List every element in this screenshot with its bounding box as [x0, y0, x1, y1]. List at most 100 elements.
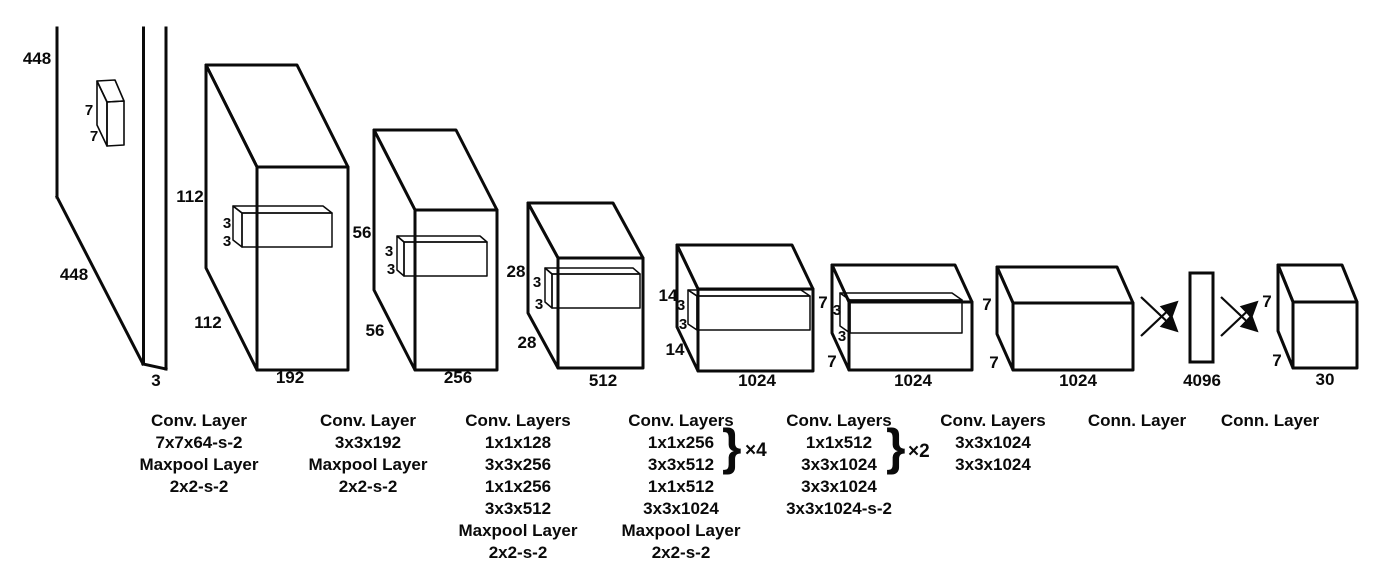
block2-front-face — [413, 208, 499, 372]
output-tensor — [1276, 263, 1359, 370]
caption-line: 3x3x1024 — [801, 477, 877, 496]
fc2-cross-arrow-down — [1220, 296, 1259, 333]
caption-conn-layer-2: Conn. Layer — [1185, 410, 1355, 432]
fc-arrows-1 — [1140, 296, 1179, 337]
kernel-slab-4 — [687, 289, 811, 331]
caption-line: 2x2-s-2 — [338, 477, 398, 496]
input-kernel-w-label: 7 — [90, 128, 98, 145]
caption-line: Maxpool Layer — [139, 455, 259, 474]
fc1-cross-arrow-up — [1140, 300, 1179, 337]
caption-line: 1x1x256 — [484, 477, 552, 496]
conv-block-2 — [372, 128, 499, 372]
block4-kernel-h-label: 3 — [677, 297, 685, 314]
repeat-multiplier-x2: ×2 — [908, 441, 930, 462]
input-image-plane — [54, 26, 168, 371]
caption-line: Conv. Layer — [319, 411, 417, 430]
caption-conv-layer-1: Conv. Layer 7x7x64-s-2 Maxpool Layer 2x2… — [114, 410, 284, 498]
block5-top-face — [830, 263, 974, 304]
caption-conv-layers-3: Conv. Layers 1x1x128 3x3x256 1x1x256 3x3… — [433, 410, 603, 564]
fc-arrows-2 — [1220, 296, 1259, 337]
caption-line: Maxpool Layer — [458, 521, 578, 540]
block4-height-label: 14 — [659, 286, 678, 305]
kernel3-front-face — [551, 273, 641, 309]
block1-front-face — [255, 165, 350, 372]
conv-block-5 — [830, 263, 974, 372]
block1-width-label: 112 — [194, 313, 221, 332]
dimension-labels: 448 448 3 7 7 112 112 192 3 3 56 56 256 … — [23, 49, 1335, 390]
output-height-label: 7 — [1262, 292, 1271, 311]
block2-kernel-w-label: 3 — [387, 261, 395, 278]
output-front-face — [1291, 300, 1359, 370]
input-width-label: 448 — [60, 265, 88, 284]
block2-height-label: 56 — [353, 223, 372, 242]
caption-line: Conn. Layer — [1220, 411, 1320, 430]
block1-depth-label: 192 — [276, 368, 304, 387]
block6-top-face — [995, 265, 1135, 305]
caption-conn-layer-1: Conn. Layer — [1052, 410, 1222, 432]
caption-line: Conv. Layers — [940, 411, 1046, 430]
caption-conv-layers-4: Conv. Layers 1x1x256 3x3x512 1x1x512 3x3… — [596, 410, 766, 564]
block5-kernel-h-label: 3 — [833, 302, 841, 319]
kernel5-front-face — [849, 299, 963, 334]
caption-line: 7x7x64-s-2 — [155, 433, 243, 452]
kernel-slab-5 — [839, 292, 963, 334]
block4-depth-label: 1024 — [738, 371, 776, 390]
block2-depth-label: 256 — [444, 368, 472, 387]
block3-front-face — [556, 256, 645, 370]
fc-vector-4096 — [1188, 271, 1215, 364]
block1-height-label: 112 — [176, 187, 203, 206]
caption-line: Maxpool Layer — [308, 455, 428, 474]
fc-vector-label: 4096 — [1183, 371, 1221, 390]
caption-line: 2x2-s-2 — [651, 543, 711, 562]
caption-line: 3x3x1024 — [955, 433, 1031, 452]
block3-depth-label: 512 — [589, 371, 617, 390]
caption-conv-layers-5: Conv. Layers 1x1x512 3x3x1024 3x3x1024 3… — [754, 410, 924, 520]
output-width-label: 7 — [1272, 351, 1281, 370]
caption-line: Conv. Layer — [150, 411, 248, 430]
caption-line: 1x1x256 — [647, 433, 715, 452]
block6-depth-label: 1024 — [1059, 371, 1097, 390]
output-depth-label: 30 — [1316, 370, 1335, 389]
block5-kernel-w-label: 3 — [838, 328, 846, 345]
input-kernel-h-label: 7 — [85, 102, 93, 119]
block6-width-label: 7 — [989, 353, 998, 372]
caption-line: Conn. Layer — [1087, 411, 1187, 430]
block2-kernel-h-label: 3 — [385, 243, 393, 260]
caption-conv-layers-6: Conv. Layers 3x3x1024 3x3x1024 — [908, 410, 1078, 476]
caption-line: 3x3x192 — [334, 433, 402, 452]
conv-block-3 — [526, 201, 645, 370]
block4-width-label: 14 — [666, 340, 685, 359]
input-kernel-front-face — [106, 100, 125, 147]
kernel1-front-face — [241, 212, 333, 248]
caption-line: Conv. Layers — [628, 411, 734, 430]
kernel-slab-2 — [396, 235, 488, 277]
caption-line: 3x3x1024-s-2 — [786, 499, 892, 518]
caption-line: 1x1x128 — [484, 433, 552, 452]
block4-kernel-w-label: 3 — [679, 316, 687, 333]
block6-height-label: 7 — [982, 295, 991, 314]
block5-height-label: 7 — [818, 293, 827, 312]
caption-line: 3x3x512 — [647, 455, 715, 474]
block1-kernel-w-label: 3 — [223, 233, 231, 250]
kernel-slab-3 — [544, 267, 641, 309]
input-height-label: 448 — [23, 49, 51, 68]
kernel4-front-face — [696, 295, 811, 331]
caption-line: 2x2-s-2 — [488, 543, 548, 562]
caption-line: 2x2-s-2 — [169, 477, 229, 496]
caption-line: 3x3x1024 — [643, 499, 719, 518]
input-depth-label: 3 — [151, 371, 160, 390]
kernel2-front-face — [403, 241, 488, 277]
conv-block-6 — [995, 265, 1135, 372]
input-bottom-diagonal — [54, 194, 146, 367]
caption-line: 3x3x1024 — [801, 455, 877, 474]
fc2-cross-arrow-up — [1220, 300, 1259, 337]
input-slab-bottom-edge — [141, 362, 168, 371]
block3-kernel-w-label: 3 — [535, 296, 543, 313]
caption-line: 3x3x256 — [484, 455, 552, 474]
input-kernel-left-face — [96, 80, 108, 147]
caption-conv-layer-2: Conv. Layer 3x3x192 Maxpool Layer 2x2-s-… — [283, 410, 453, 498]
block4-top-face — [675, 243, 815, 291]
repeat-multiplier-x4: ×4 — [745, 440, 767, 461]
block5-width-label: 7 — [827, 352, 836, 371]
